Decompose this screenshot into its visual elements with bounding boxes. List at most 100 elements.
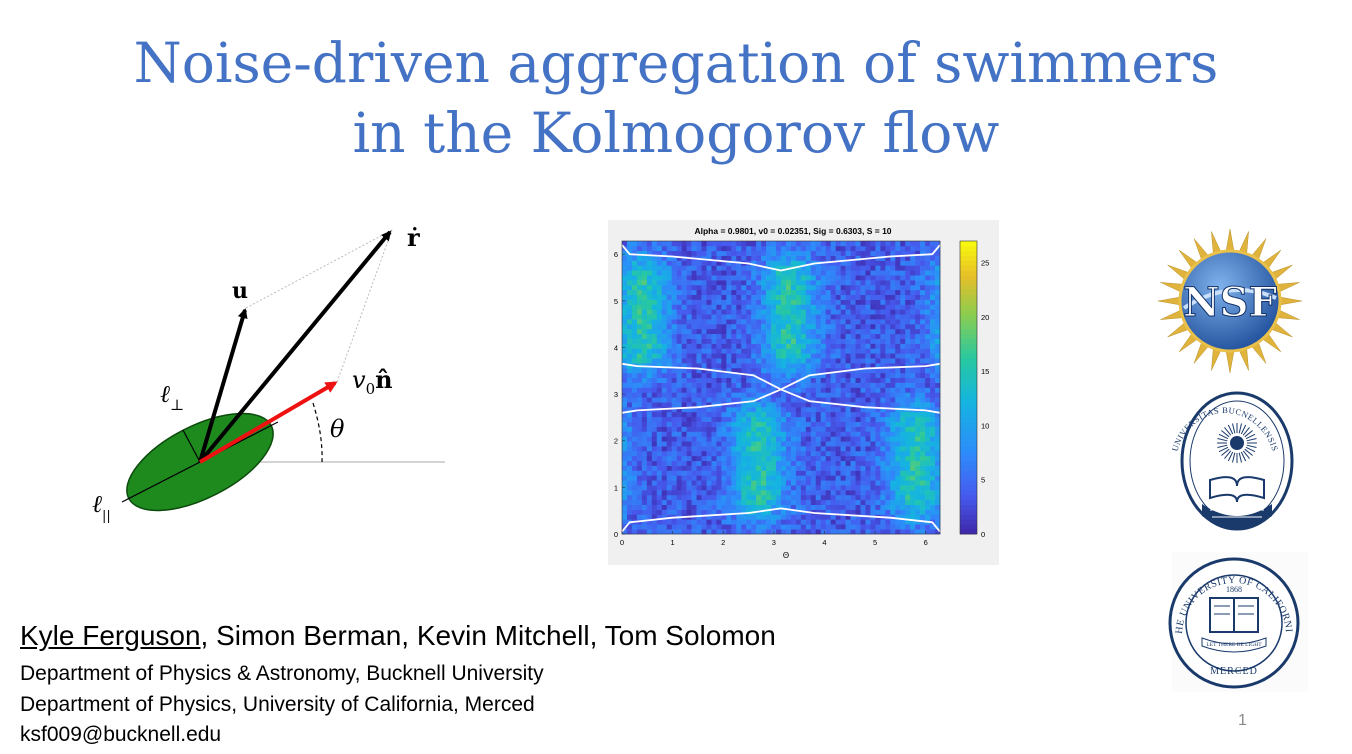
- heatmap-cell: [850, 436, 856, 442]
- heatmap-cell: [741, 460, 747, 466]
- heatmap-cell: [870, 480, 876, 486]
- heatmap-cell: [626, 431, 633, 437]
- heatmap-cell: [701, 255, 707, 261]
- heatmap-cell: [771, 299, 777, 305]
- heatmap-cell: [706, 402, 712, 408]
- heatmap-cell: [815, 411, 822, 418]
- heatmap-cell: [726, 338, 732, 344]
- heatmap-cell: [711, 460, 717, 466]
- heatmap-cell: [726, 499, 732, 505]
- heatmap-cell: [895, 241, 901, 247]
- heatmap-cell: [850, 241, 856, 247]
- heatmap-cell: [880, 416, 886, 422]
- heatmap-cell: [656, 524, 663, 530]
- heatmap-cell: [706, 416, 712, 422]
- heatmap-cell: [641, 431, 648, 437]
- heatmap-cell: [860, 490, 866, 496]
- heatmap-cell: [925, 416, 931, 422]
- heatmap-cell: [651, 328, 658, 335]
- heatmap-cell: [850, 455, 856, 462]
- heatmap-cell: [776, 470, 782, 476]
- heatmap-cell: [875, 328, 881, 335]
- heatmap-cell: [726, 392, 732, 398]
- heatmap-cell: [661, 284, 668, 291]
- heatmap-cell: [626, 284, 633, 291]
- heatmap-cell: [885, 275, 891, 281]
- heatmap-cell: [890, 514, 896, 520]
- heatmap-cell: [751, 309, 757, 315]
- heatmap-cell: [631, 280, 638, 286]
- heatmap-cell: [756, 411, 762, 418]
- heatmap-cell: [910, 524, 916, 530]
- heatmap-cell: [815, 441, 822, 447]
- colorbar-segment: [960, 470, 977, 476]
- heatmap-cell: [721, 392, 727, 398]
- heatmap-cell: [870, 416, 876, 422]
- heatmap-cell: [800, 411, 807, 418]
- heatmap-cell: [711, 470, 717, 476]
- heatmap-cell: [925, 524, 931, 530]
- heatmap-cell: [895, 499, 901, 505]
- heatmap-cell: [890, 299, 896, 305]
- heatmap-cell: [860, 284, 866, 291]
- heatmap-cell: [671, 411, 677, 418]
- heatmap-cell: [761, 294, 767, 300]
- heatmap-cell: [681, 485, 687, 491]
- colorbar-segment: [960, 245, 977, 252]
- bucknell-sun-ray: [1227, 451, 1234, 462]
- heatmap-cell: [701, 280, 707, 286]
- heatmap-cell: [820, 363, 827, 369]
- heatmap-cell: [785, 299, 792, 305]
- title-line-2: in the Kolmogorov flow: [352, 101, 1000, 165]
- heatmap-cell: [746, 363, 752, 369]
- heatmap-cell: [661, 304, 668, 310]
- heatmap-cell: [875, 392, 881, 398]
- heatmap-cell: [855, 387, 861, 393]
- heatmap-cell: [622, 504, 628, 510]
- heatmap-cell: [865, 431, 871, 437]
- heatmap-cell: [805, 387, 812, 393]
- heatmap-cell: [790, 475, 797, 481]
- heatmap-cell: [741, 411, 747, 418]
- heatmap-cell: [840, 348, 846, 354]
- heatmap-cell: [676, 421, 682, 427]
- heatmap-cell: [805, 436, 812, 442]
- heatmap-cell: [716, 314, 722, 320]
- heatmap-cell: [716, 485, 722, 491]
- heatmap-cell: [626, 265, 633, 271]
- heatmap-cell: [671, 504, 677, 510]
- heatmap-cell: [641, 304, 648, 310]
- heatmap-cell: [776, 265, 782, 271]
- heatmap-cell: [830, 260, 836, 266]
- heatmap-cell: [835, 455, 841, 462]
- heatmap-cell: [701, 397, 707, 403]
- heatmap-cell: [825, 529, 831, 535]
- heatmap-cell: [855, 431, 861, 437]
- heatmap-cell: [646, 275, 653, 281]
- heatmap-cell: [785, 436, 792, 442]
- heatmap-cell: [731, 280, 737, 286]
- heatmap-cell: [840, 372, 846, 379]
- heatmap-cell: [785, 348, 792, 354]
- heatmap-cell: [865, 270, 871, 276]
- heatmap-cell: [626, 319, 633, 325]
- heatmap-cell: [671, 289, 677, 296]
- heatmap-cell: [736, 465, 742, 471]
- heatmap-cell: [631, 289, 638, 296]
- heatmap-cell: [781, 426, 787, 432]
- heatmap-cell: [815, 382, 822, 388]
- heatmap-cell: [671, 309, 677, 315]
- heatmap-cell: [895, 333, 901, 339]
- heatmap-cell: [845, 275, 851, 281]
- heatmap-cell: [671, 499, 677, 505]
- heatmap-cell: [920, 284, 926, 291]
- heatmap-cell: [626, 455, 633, 462]
- heatmap-cell: [805, 265, 812, 271]
- heatmap-cell: [810, 255, 817, 261]
- heatmap-cell: [716, 450, 722, 457]
- heatmap-cell: [651, 265, 658, 271]
- heatmap-cell: [875, 372, 881, 379]
- heatmap-cell: [865, 494, 871, 501]
- heatmap-cell: [701, 392, 707, 398]
- heatmap-cell: [666, 411, 672, 418]
